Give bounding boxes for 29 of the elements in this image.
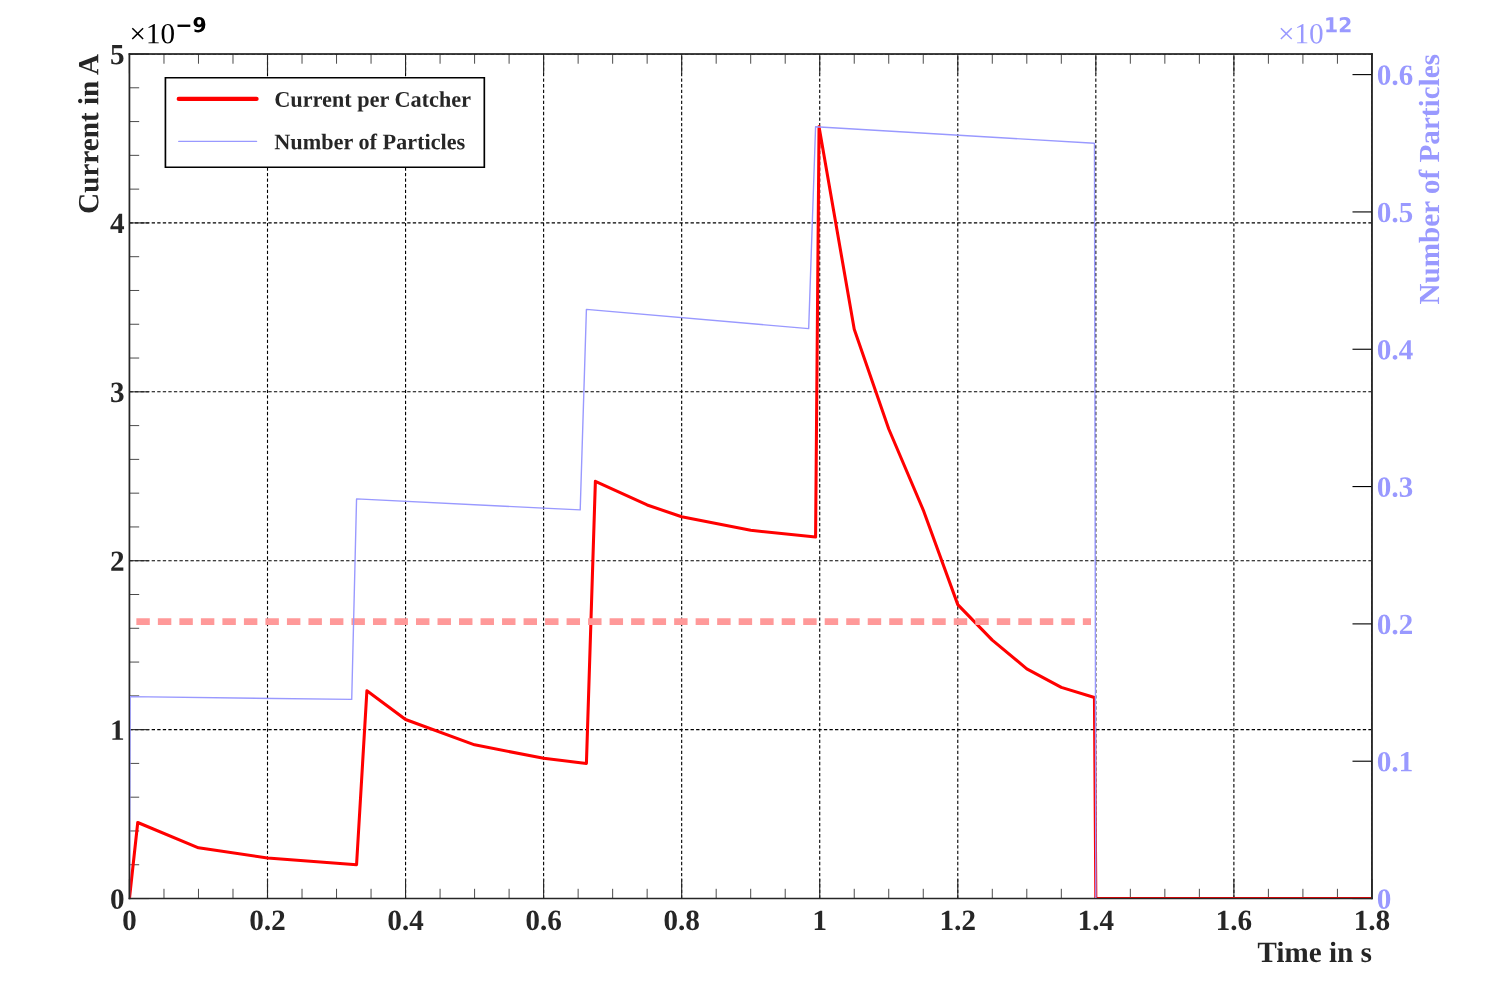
y2-tick-label: 0.1 xyxy=(1377,751,1412,772)
y2-axis-title: Number of Particles xyxy=(1418,54,1440,305)
legend-label: Current per Catcher xyxy=(275,91,471,112)
y-tick-label: 3 xyxy=(111,382,124,403)
y2-tick-label: 0.3 xyxy=(1377,477,1413,498)
y2-tick-label: 0.5 xyxy=(1377,202,1413,223)
y2-tick-label: 0 xyxy=(1377,889,1391,909)
x-tick-label: 0.4 xyxy=(388,910,424,931)
x-tick-label: 1.6 xyxy=(1217,910,1252,931)
x-tick-label: 1.8 xyxy=(1356,910,1390,931)
y-axis-title: Current in A xyxy=(78,54,99,213)
x-tick-label: 0.2 xyxy=(250,910,285,931)
y2-tick-label: 0.6 xyxy=(1377,65,1413,86)
x-axis-title: Time in s xyxy=(1257,941,1372,963)
x-tick-label: 1.2 xyxy=(941,910,975,931)
y-tick-label: 5 xyxy=(111,45,124,65)
y-tick-label: 0 xyxy=(111,889,124,909)
text: ×10$^{−9}$ xyxy=(131,17,206,44)
x-tick-label: 1 xyxy=(814,910,826,930)
text: ×10$^{12}$ xyxy=(1280,17,1351,44)
x-tick-label: 1.4 xyxy=(1079,910,1114,931)
y-tick-label: 2 xyxy=(111,551,124,571)
x-tick-label: 0.8 xyxy=(664,910,699,931)
y-tick-label: 4 xyxy=(110,213,125,234)
y2-tick-label: 0.2 xyxy=(1377,614,1412,635)
legend-label: Number of Particles xyxy=(274,133,465,150)
y-tick-label: 1 xyxy=(112,720,124,740)
y2-tick-label: 0.4 xyxy=(1377,339,1413,360)
x-tick-label: 0.6 xyxy=(526,910,561,931)
